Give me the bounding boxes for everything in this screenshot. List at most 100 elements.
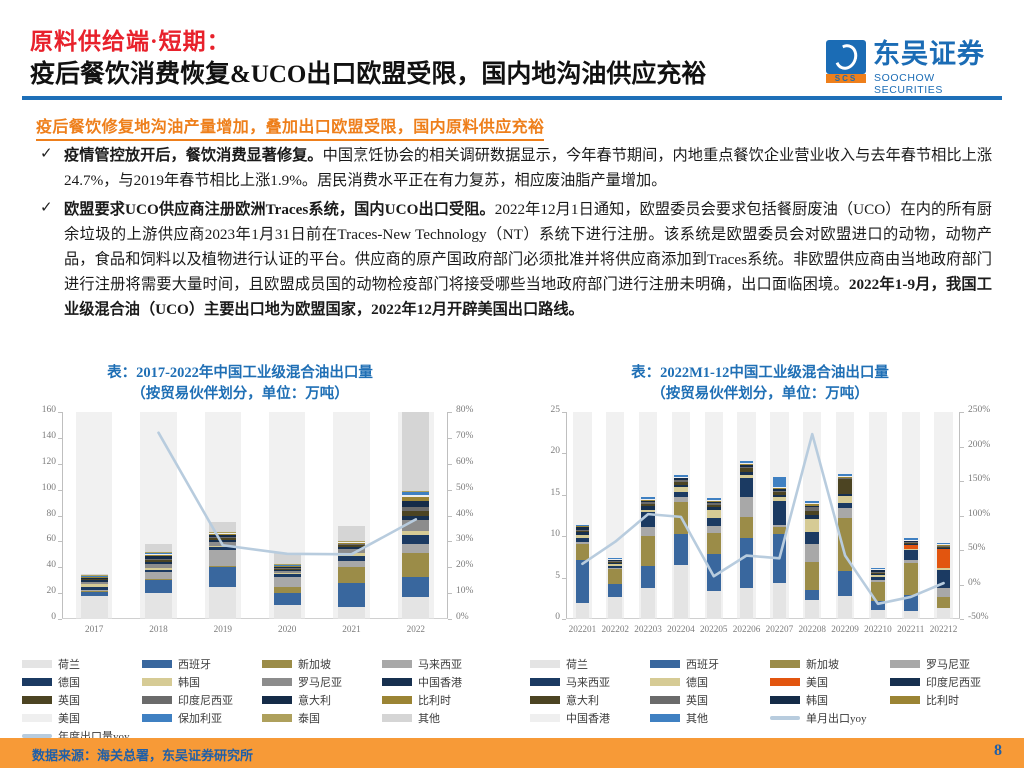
- bar-segment: [575, 526, 590, 528]
- legend-item-line[interactable]: 单月出口yoy: [770, 710, 890, 726]
- stacked-bar[interactable]: [838, 412, 852, 619]
- legend-item[interactable]: 荷兰: [22, 656, 142, 672]
- legend-item[interactable]: 马来西亚: [382, 656, 502, 672]
- legend-item[interactable]: 比利时: [382, 692, 502, 708]
- stacked-bar[interactable]: [739, 412, 754, 619]
- legend-item[interactable]: 保加利亚: [142, 710, 262, 726]
- legend-item[interactable]: 西班牙: [142, 656, 262, 672]
- legend-item[interactable]: 美国: [770, 674, 890, 690]
- x-axis-tick-label: 202204: [667, 624, 695, 634]
- legend-swatch: [770, 678, 800, 686]
- bar-segment: [805, 514, 820, 519]
- bar-segment: [936, 547, 951, 550]
- bar-segment: [838, 474, 852, 476]
- legend-item[interactable]: 韩国: [770, 692, 890, 708]
- legend-item[interactable]: 印度尼西亚: [142, 692, 262, 708]
- legend-item[interactable]: 比利时: [890, 692, 1010, 708]
- legend-item[interactable]: 泰国: [262, 710, 382, 726]
- bar-segment: [871, 572, 885, 574]
- legend-label: 韩国: [806, 695, 828, 707]
- legend-item[interactable]: 荷兰: [530, 656, 650, 672]
- stacked-bar[interactable]: [871, 412, 885, 619]
- stacked-bar[interactable]: [608, 412, 623, 619]
- bar-segment: [706, 504, 721, 508]
- stacked-bar[interactable]: [575, 412, 590, 619]
- bar-segment: [772, 582, 787, 619]
- bar-segment: [641, 566, 655, 589]
- stacked-bar[interactable]: [936, 412, 951, 619]
- bar-segment: [608, 562, 623, 564]
- legend-item[interactable]: 美国: [22, 710, 142, 726]
- soochow-securities-logo: SCS 东吴证券 SOOCHOW SECURITIES: [826, 40, 1002, 96]
- bar-segment: [706, 518, 721, 527]
- stacked-bar[interactable]: [805, 412, 820, 619]
- bar-segment: [337, 548, 365, 554]
- legend-item[interactable]: 中国香港: [530, 710, 650, 726]
- stacked-bar[interactable]: [337, 412, 365, 619]
- bar-segment: [641, 500, 655, 503]
- legend-label: 单月出口yoy: [806, 713, 867, 725]
- legend-item[interactable]: 德国: [22, 674, 142, 690]
- legend-swatch: [142, 678, 172, 686]
- x-axis-tick-label: 202203: [634, 624, 662, 634]
- bar-segment: [805, 599, 820, 619]
- bar-segment: [772, 497, 787, 502]
- y-axis-right-tick-label: 150%: [968, 474, 991, 484]
- stacked-bar[interactable]: [772, 412, 787, 619]
- legend-item[interactable]: 中国香港: [382, 674, 502, 690]
- bullet-tail: 2022年1-9月，我国工业级混合油（UCO）主要出口地为欧盟国家，2022年1…: [64, 276, 992, 318]
- legend-item[interactable]: 罗马尼亚: [262, 674, 382, 690]
- y-axis-right-tick-label: 100%: [968, 508, 991, 519]
- bar-segment: [936, 542, 951, 544]
- legend-item[interactable]: 意大利: [530, 692, 650, 708]
- bar-segment: [706, 532, 721, 554]
- legend-item[interactable]: 印度尼西亚: [890, 674, 1010, 690]
- bar-segment: [739, 474, 754, 479]
- legend-item[interactable]: 其他: [382, 710, 502, 726]
- y-axis-tick: [448, 437, 452, 439]
- bar-segment: [706, 498, 721, 500]
- legend-item[interactable]: 罗马尼亚: [890, 656, 1010, 672]
- legend-item[interactable]: 西班牙: [650, 656, 770, 672]
- legend-item[interactable]: 英国: [650, 692, 770, 708]
- bar-segment: [402, 412, 430, 491]
- stacked-bar[interactable]: [144, 412, 172, 619]
- y-axis-tick: [448, 412, 452, 413]
- stacked-bar[interactable]: [80, 412, 108, 619]
- legend-swatch: [650, 714, 680, 722]
- x-axis-tick-label: 202206: [732, 624, 761, 634]
- y-axis-left-tick-label: 140: [41, 430, 56, 441]
- bar-segment: [144, 580, 172, 594]
- bar-segment: [337, 544, 365, 546]
- bar-segment: [641, 499, 655, 501]
- y-axis-left-tick-label: 0: [555, 612, 560, 622]
- legend-swatch: [142, 714, 172, 722]
- bar-segment: [337, 541, 365, 543]
- legend-item[interactable]: 德国: [650, 674, 770, 690]
- stacked-bar[interactable]: [674, 412, 688, 619]
- y-axis-tick: [960, 515, 964, 517]
- bar-segment: [144, 558, 172, 561]
- stacked-bar[interactable]: [402, 412, 430, 619]
- bar-segment: [903, 560, 918, 563]
- legend-item[interactable]: 新加坡: [770, 656, 890, 672]
- legend-item[interactable]: 其他: [650, 710, 770, 726]
- legend-swatch: [382, 678, 412, 686]
- legend-item[interactable]: 马来西亚: [530, 674, 650, 690]
- stacked-bar[interactable]: [706, 412, 721, 619]
- bar-segment: [805, 503, 820, 504]
- y-axis-tick: [58, 567, 62, 569]
- legend-item[interactable]: 韩国: [142, 674, 262, 690]
- bar-segment: [706, 590, 721, 619]
- chart-left: 0 20 40 60 80 100 120 140 160 0% 10% 20% 30% 40% 50% 60…: [18, 398, 492, 643]
- slide-footer: 数据来源：海关总署，东吴证券研究所 8: [0, 738, 1024, 768]
- x-axis: [62, 618, 448, 619]
- legend-item[interactable]: 英国: [22, 692, 142, 708]
- y-axis-left-tick-label: 160: [41, 405, 56, 415]
- stacked-bar[interactable]: [641, 412, 655, 619]
- legend-item[interactable]: 意大利: [262, 692, 382, 708]
- legend-label: 罗马尼亚: [926, 659, 970, 671]
- legend-item[interactable]: 新加坡: [262, 656, 382, 672]
- stacked-bar[interactable]: [273, 412, 301, 619]
